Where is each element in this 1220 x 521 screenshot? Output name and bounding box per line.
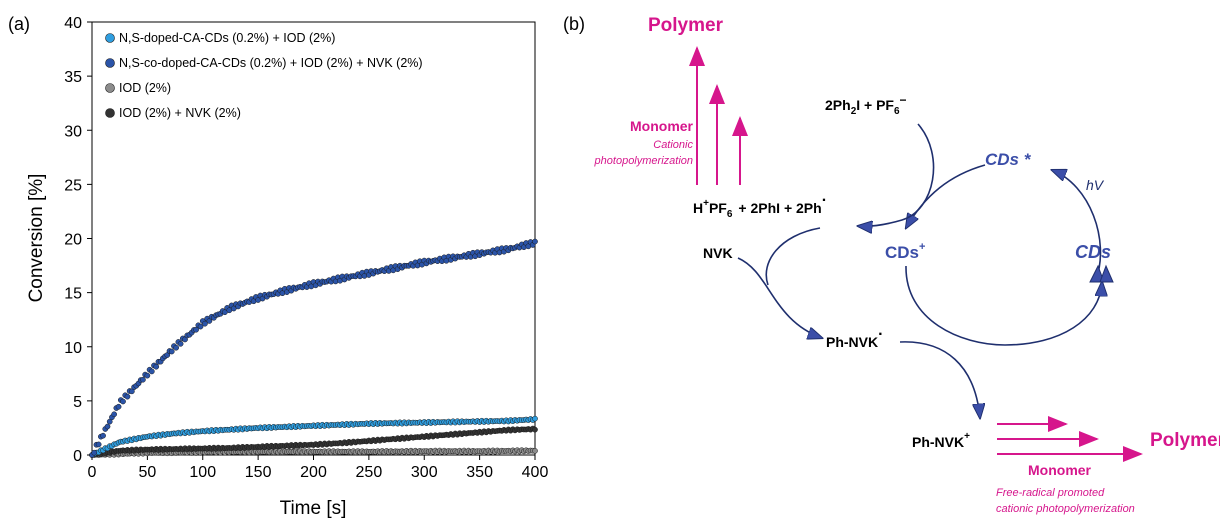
monomer-top-label: Monomer	[630, 118, 694, 134]
y-axis: 0 5 10 15 20 25 30 35 40	[64, 15, 92, 465]
polymer-bottom-label: Polymer	[1150, 430, 1220, 451]
legend-marker	[105, 58, 115, 68]
y-axis-title: Conversion [%]	[26, 174, 47, 303]
data-point	[173, 344, 180, 351]
monomer-bottom-label: Monomer	[1028, 462, 1092, 478]
ph-nvk-cation-label: Ph-NVK+	[912, 431, 970, 450]
x-tick-label: 350	[466, 464, 493, 481]
y-tick-label: 10	[64, 340, 82, 357]
series-1	[89, 238, 538, 458]
x-axis-title: Time [s]	[280, 498, 347, 519]
products-label: H+PF6 + 2PhI + 2Ph·	[693, 192, 827, 220]
conversion-chart: 0 50 100 150 200 250 300 350 400 0 5 10 15 20 25 30 35 4…	[26, 15, 548, 519]
panel-a-label: (a)	[8, 14, 30, 34]
data-point	[140, 376, 146, 383]
y-tick-label: 40	[64, 15, 82, 32]
y-tick-label: 30	[64, 123, 82, 140]
polymer-top-label: Polymer	[648, 15, 724, 36]
data-point	[91, 449, 98, 456]
regeneration-arc	[905, 265, 1102, 346]
legend-marker	[105, 33, 115, 43]
data-point	[144, 372, 151, 379]
y-tick-label: 15	[64, 286, 82, 303]
cds-ground-label: CDs	[1075, 242, 1111, 262]
iodonium-reduction-arrow	[858, 123, 935, 226]
data-point	[177, 340, 184, 347]
data-point	[111, 411, 118, 418]
nvk-label: NVK	[703, 245, 733, 261]
data-point	[197, 323, 204, 330]
data-point	[532, 415, 538, 422]
data-point	[153, 363, 160, 370]
data-point	[120, 398, 126, 405]
x-tick-label: 0	[88, 464, 97, 481]
data-point	[148, 368, 155, 375]
free-radical-label-2: cationic photopolymerization	[996, 503, 1135, 515]
cationic-label-1: Cationic	[653, 139, 693, 151]
series-3	[89, 425, 538, 458]
electron-transfer-arrow	[906, 164, 986, 228]
legend-marker	[105, 108, 115, 118]
radical-addition-curve	[765, 227, 821, 286]
legend-label: N,S-co-doped-CA-CDs (0.2%) + IOD (2%) + …	[119, 56, 423, 70]
hv-label: hV	[1086, 177, 1105, 193]
data-point	[168, 348, 175, 355]
series-group	[89, 238, 538, 458]
excitation-arrow	[1052, 170, 1102, 281]
x-tick-label: 250	[356, 464, 383, 481]
mechanism-diagram: (b) Polymer Monomer Cationic photopolyme…	[563, 14, 1220, 515]
data-point	[532, 426, 538, 433]
legend-label: N,S-doped-CA-CDs (0.2%) + IOD (2%)	[119, 31, 335, 45]
x-tick-label: 50	[138, 464, 156, 481]
cds-marker-1	[1089, 264, 1105, 283]
y-tick-label: 35	[64, 69, 82, 86]
data-point	[532, 447, 538, 454]
cds-cation-label: CDs+	[885, 241, 925, 262]
x-tick-label: 150	[245, 464, 272, 481]
oxidation-arrow	[899, 341, 980, 418]
data-point	[95, 441, 102, 448]
legend-marker	[105, 83, 115, 93]
free-radical-label-1: Free-radical promoted	[996, 487, 1105, 499]
y-tick-label: 20	[64, 232, 82, 249]
iodonium-salt-label: 2Ph2I + PF6−	[825, 93, 907, 117]
data-point	[115, 403, 122, 410]
series-0	[89, 415, 538, 458]
x-tick-label: 300	[411, 464, 438, 481]
data-point	[124, 393, 131, 400]
panel-b-label: (b)	[563, 14, 585, 34]
cds-marker-2	[1099, 264, 1114, 283]
x-tick-label: 100	[189, 464, 216, 481]
y-tick-label: 0	[73, 448, 82, 465]
data-point	[104, 423, 111, 430]
ph-nvk-formation-arrow	[737, 257, 822, 338]
data-point	[202, 320, 208, 327]
cds-excited-label: CDs *	[985, 150, 1032, 169]
y-tick-label: 25	[64, 177, 82, 194]
x-axis: 0 50 100 150 200 250 300 350 400	[88, 455, 549, 481]
cationic-label-2: photopolymerization	[594, 155, 693, 167]
y-tick-label: 5	[73, 394, 82, 411]
legend-label: IOD (2%)	[119, 81, 171, 95]
legend-label: IOD (2%) + NVK (2%)	[119, 106, 241, 120]
x-tick-label: 400	[522, 464, 549, 481]
x-tick-label: 200	[300, 464, 327, 481]
legend: N,S-doped-CA-CDs (0.2%) + IOD (2%) N,S-co…	[105, 31, 423, 120]
data-point	[532, 238, 538, 245]
data-point	[100, 432, 106, 439]
ph-nvk-radical-label: Ph-NVK·	[826, 326, 883, 350]
data-point	[193, 326, 199, 333]
